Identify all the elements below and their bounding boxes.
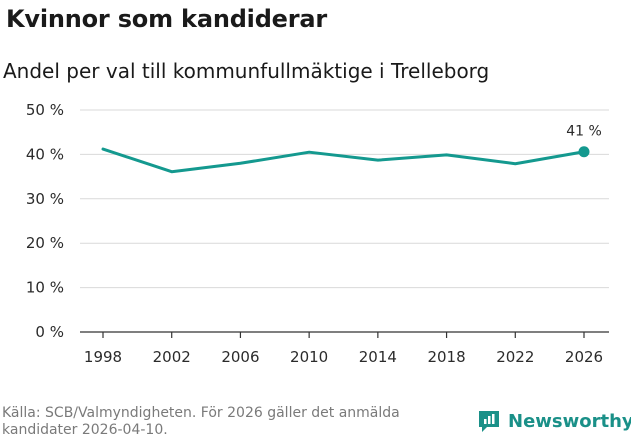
chart-title: Kvinnor som kandiderar bbox=[6, 5, 328, 33]
x-tick-label: 1998 bbox=[84, 348, 122, 366]
last-value-label: 41 % bbox=[566, 124, 602, 140]
series-line bbox=[101, 147, 586, 174]
x-tick-label: 2002 bbox=[153, 348, 191, 366]
newsworthy-icon bbox=[479, 411, 499, 432]
x-axis: 1998 2002 2006 2010 2014 2018 2022 2026 bbox=[80, 331, 609, 366]
x-tick-label: 2026 bbox=[565, 348, 603, 366]
source-note: Källa: SCB/Valmyndigheten. För 2026 gäll… bbox=[2, 405, 400, 438]
line-chart: 0 % 10 % 20 % 30 % 40 % 50 % 1998 2002 2006 2010… bbox=[26, 101, 609, 366]
gridlines bbox=[80, 109, 609, 289]
y-tick-label: 40 % bbox=[26, 145, 64, 163]
brand-logo: Newsworthy bbox=[476, 408, 631, 434]
y-tick-label: 30 % bbox=[26, 190, 64, 208]
chart-subtitle: Andel per val till kommunfullmäktige i T… bbox=[3, 59, 490, 83]
x-tick-label: 2014 bbox=[359, 348, 397, 366]
series-lines bbox=[101, 146, 590, 174]
y-tick-label: 10 % bbox=[26, 279, 64, 297]
x-tick-label: 2006 bbox=[221, 348, 259, 366]
x-tick-label: 2018 bbox=[427, 348, 465, 366]
x-tick-label: 2010 bbox=[290, 348, 328, 366]
y-tick-label: 50 % bbox=[26, 101, 64, 119]
y-tick-label: 20 % bbox=[26, 234, 64, 252]
y-axis-ticks: 0 % 10 % 20 % 30 % 40 % 50 % bbox=[26, 101, 64, 341]
brand-name: Newsworthy bbox=[508, 410, 631, 432]
annotations: 41 % bbox=[566, 124, 602, 140]
y-tick-label: 0 % bbox=[35, 323, 64, 341]
x-tick-label: 2022 bbox=[496, 348, 534, 366]
last-data-point bbox=[578, 146, 590, 158]
